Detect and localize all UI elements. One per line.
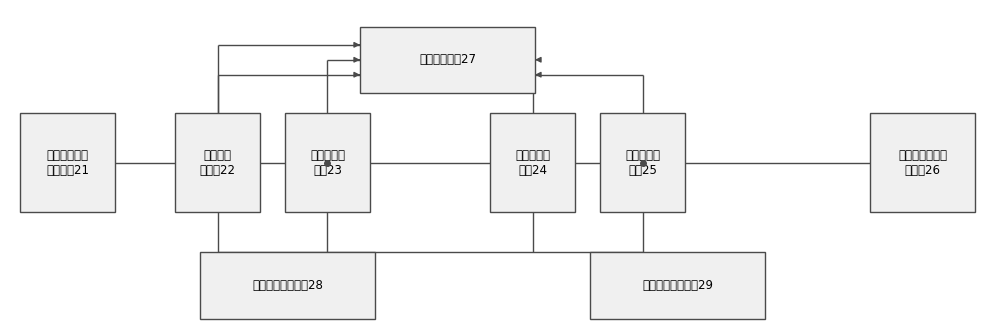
Bar bbox=[175, 113, 260, 212]
Text: 第二直流断
路器24: 第二直流断 路器24 bbox=[515, 149, 550, 177]
Text: 第二超导限
流器25: 第二超导限 流器25 bbox=[625, 149, 660, 177]
Text: 第一直流保护系统28: 第一直流保护系统28 bbox=[252, 279, 323, 292]
Bar bbox=[600, 113, 685, 212]
Text: 第一超导
限流器22: 第一超导 限流器22 bbox=[200, 149, 236, 177]
Bar bbox=[20, 113, 115, 212]
Bar bbox=[200, 252, 375, 319]
Bar bbox=[870, 113, 975, 212]
Bar bbox=[490, 113, 575, 212]
Bar bbox=[360, 27, 535, 93]
Bar bbox=[590, 252, 765, 319]
Text: 第一直流断
路器23: 第一直流断 路器23 bbox=[310, 149, 345, 177]
Text: 直流控制系统27: 直流控制系统27 bbox=[419, 53, 476, 66]
Text: 第一直流输电
电网系统21: 第一直流输电 电网系统21 bbox=[46, 149, 89, 177]
Bar bbox=[285, 113, 370, 212]
Text: 第二直流输电电
网系统26: 第二直流输电电 网系统26 bbox=[898, 149, 947, 177]
Text: 第二直流保护系统29: 第二直流保护系统29 bbox=[642, 279, 713, 292]
